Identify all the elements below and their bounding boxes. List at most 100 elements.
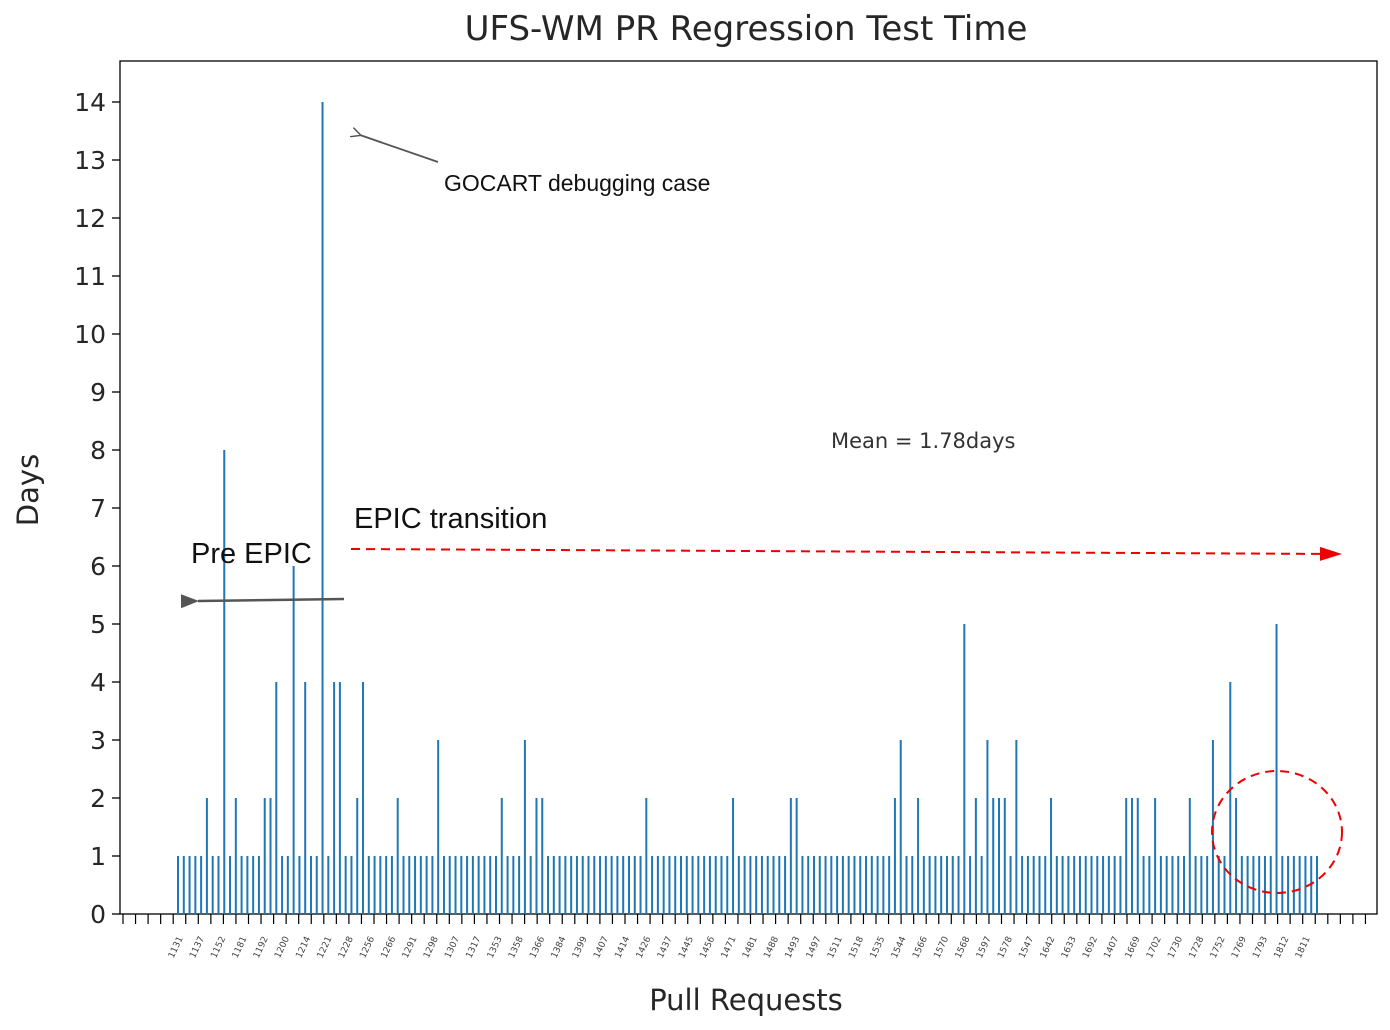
bar xyxy=(1044,856,1047,914)
y-tick-label: 14 xyxy=(74,88,106,117)
y-tick-label: 6 xyxy=(90,552,106,581)
x-tick-label: 1221 xyxy=(316,935,335,960)
bar xyxy=(888,856,891,914)
bar xyxy=(911,856,914,914)
bar xyxy=(940,856,943,914)
bar xyxy=(986,740,989,914)
bar xyxy=(732,798,735,914)
bar xyxy=(327,856,330,914)
y-tick-label: 4 xyxy=(90,668,106,697)
bar xyxy=(466,856,469,914)
x-tick-label: 1307 xyxy=(443,935,462,960)
bar xyxy=(200,856,203,914)
x-tick-label: 1358 xyxy=(507,935,526,960)
bar xyxy=(344,856,347,914)
bar xyxy=(812,856,815,914)
bar xyxy=(934,856,937,914)
pre-epic-annotation: Pre EPIC xyxy=(191,538,312,570)
bar xyxy=(292,566,295,914)
x-tick-label: 1426 xyxy=(635,935,654,960)
bar xyxy=(269,798,272,914)
bar xyxy=(1090,856,1093,914)
bar xyxy=(789,798,792,914)
x-tick-label: 1366 xyxy=(528,935,547,960)
bar xyxy=(390,856,393,914)
pre-epic-arrow xyxy=(180,594,345,609)
bar xyxy=(957,856,960,914)
x-tick-label: 1730 xyxy=(1166,935,1185,960)
bar xyxy=(951,856,954,914)
x-tick-label: 1437 xyxy=(656,935,675,960)
bar xyxy=(541,798,544,914)
bar xyxy=(616,856,619,914)
bar xyxy=(766,856,769,914)
bar xyxy=(1073,856,1076,914)
bar xyxy=(969,856,972,914)
gocart-annotation: GOCART debugging case xyxy=(444,170,710,196)
bar xyxy=(471,856,474,914)
bar xyxy=(263,798,266,914)
epic-transition-annotation: EPIC transition xyxy=(354,503,547,535)
bar xyxy=(1194,856,1197,914)
bar xyxy=(726,856,729,914)
x-tick-label: 1317 xyxy=(465,935,484,960)
bar xyxy=(1165,856,1168,914)
bar xyxy=(275,682,278,914)
x-tick-label: 1266 xyxy=(380,935,399,960)
bar xyxy=(645,798,648,914)
bar xyxy=(1003,798,1006,914)
bar xyxy=(419,856,422,914)
bar xyxy=(1096,856,1099,914)
bar xyxy=(847,856,850,914)
bar xyxy=(1078,856,1081,914)
x-tick-label: 1547 xyxy=(1018,935,1037,960)
bar xyxy=(1298,856,1301,914)
x-tick-label: 1811 xyxy=(1294,935,1313,960)
bar xyxy=(1292,856,1295,914)
bar xyxy=(818,856,821,914)
y-tick-label: 12 xyxy=(74,204,106,233)
y-tick-label: 9 xyxy=(90,378,106,407)
x-tick-label: 1669 xyxy=(1124,935,1143,960)
bar xyxy=(494,856,497,914)
bar xyxy=(396,798,399,914)
x-tick-label: 1597 xyxy=(975,935,994,960)
x-tick-label: 1511 xyxy=(826,935,845,960)
bar xyxy=(367,856,370,914)
plot-area-frame xyxy=(119,60,1378,915)
bar xyxy=(859,856,862,914)
x-tick-label: 1407 xyxy=(1103,935,1122,960)
bar xyxy=(177,856,179,914)
bar xyxy=(697,856,700,914)
x-tick-label: 1570 xyxy=(932,935,951,960)
bar xyxy=(1130,798,1133,914)
y-tick-label: 1 xyxy=(90,842,106,871)
x-tick-label: 1812 xyxy=(1273,935,1292,960)
bar xyxy=(373,856,376,914)
bars xyxy=(177,102,1318,914)
bar xyxy=(656,856,659,914)
bar xyxy=(633,856,636,914)
bar xyxy=(720,856,723,914)
x-tick-label: 1414 xyxy=(614,935,633,960)
bar xyxy=(760,856,763,914)
x-tick-label: 1702 xyxy=(1145,935,1164,960)
bar xyxy=(1177,856,1180,914)
bar xyxy=(315,856,318,914)
bar xyxy=(217,856,220,914)
y-tick-label: 7 xyxy=(90,494,106,523)
bar xyxy=(506,856,509,914)
bar xyxy=(755,856,758,914)
epic-transition-arrow xyxy=(350,546,1342,561)
bar xyxy=(454,856,457,914)
x-tick-label: 1518 xyxy=(847,935,866,960)
bar xyxy=(558,856,561,914)
bar xyxy=(1287,856,1290,914)
bar xyxy=(350,856,353,914)
bar xyxy=(1026,856,1029,914)
bar xyxy=(1263,856,1266,914)
bar xyxy=(1015,740,1018,914)
bar xyxy=(223,450,226,914)
bar xyxy=(824,856,827,914)
